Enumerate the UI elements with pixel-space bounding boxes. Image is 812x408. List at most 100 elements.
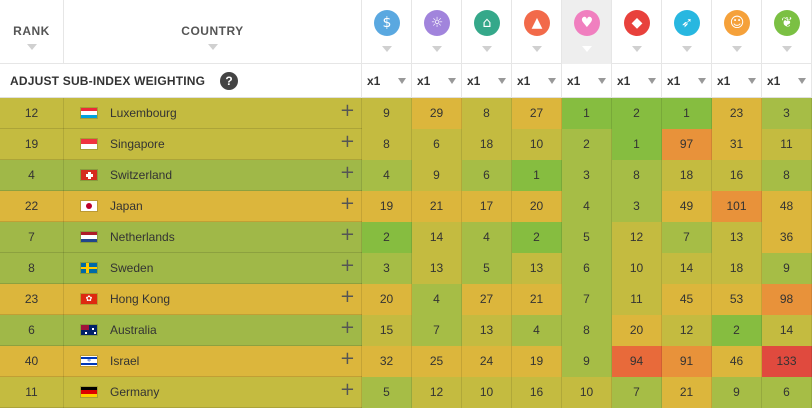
expand-plus-icon[interactable]: + (339, 193, 355, 214)
country-cell: Netherlands + (64, 222, 362, 253)
expand-plus-icon[interactable]: + (339, 100, 355, 121)
lightbulb-icon: ☼ (424, 10, 450, 36)
dropdown-arrow-icon (498, 78, 506, 84)
weight-select-1[interactable]: x1 (362, 64, 412, 98)
sub-index-header-6[interactable]: ◆ (612, 0, 662, 64)
sub-index-value: 8 (362, 129, 412, 160)
country-name: Israel (110, 354, 140, 368)
sub-index-value: 53 (712, 284, 762, 315)
sub-index-value: 36 (762, 222, 812, 253)
weight-select-3[interactable]: x1 (462, 64, 512, 98)
country-cell: Sweden + (64, 253, 362, 284)
sub-index-value: 10 (612, 253, 662, 284)
sub-index-value: 8 (562, 315, 612, 346)
rank-column-header[interactable]: RANK (0, 0, 64, 64)
expand-plus-icon[interactable]: + (339, 348, 355, 369)
shield-icon: ◆ (624, 10, 650, 36)
weight-value: x1 (767, 74, 781, 88)
sub-index-value: 2 (562, 129, 612, 160)
weight-value: x1 (417, 74, 431, 88)
sub-index-header-3[interactable]: ⌂ (462, 0, 512, 64)
sub-index-value: 16 (512, 377, 562, 408)
sort-arrow-icon (382, 46, 392, 52)
sub-index-value: 6 (412, 129, 462, 160)
country-name: Switzerland (110, 168, 173, 182)
expand-plus-icon[interactable]: + (339, 162, 355, 183)
sub-index-value: 6 (762, 377, 812, 408)
flag-switzerland-icon (80, 169, 98, 181)
sub-index-header-1[interactable]: $ (362, 0, 412, 64)
rank-cell: 11 (0, 377, 64, 408)
country-name: Germany (110, 385, 160, 399)
flag-israel-icon: ✡ (80, 355, 98, 367)
sub-index-value: 16 (712, 160, 762, 191)
sort-arrow-icon (532, 46, 542, 52)
table-row: 7 Netherlands +2 14 4 2 5 12 7 13 36 (0, 222, 812, 253)
sub-index-value: 45 (662, 284, 712, 315)
sub-index-value: 3 (562, 160, 612, 191)
rank-cell: 7 (0, 222, 64, 253)
sub-index-value: 9 (562, 346, 612, 377)
weight-select-8[interactable]: x1 (712, 64, 762, 98)
rank-cell: 6 (0, 315, 64, 346)
sub-index-header-5[interactable]: ♥ (562, 0, 612, 64)
sub-index-value: 6 (562, 253, 612, 284)
flag-hongkong-icon: ✿ (80, 293, 98, 305)
rank-cell: 12 (0, 98, 64, 129)
country-name: Luxembourg (110, 106, 177, 120)
weight-select-4[interactable]: x1 (512, 64, 562, 98)
expand-plus-icon[interactable]: + (339, 379, 355, 400)
sub-index-value: 12 (662, 315, 712, 346)
weight-value: x1 (467, 74, 481, 88)
sub-index-value: 14 (662, 253, 712, 284)
table-row: 40 ✡ Israel +32 25 24 19 9 94 91 46 133 (0, 346, 812, 377)
sub-index-value: 19 (362, 191, 412, 222)
sub-index-value: 18 (662, 160, 712, 191)
help-icon[interactable]: ? (220, 72, 238, 90)
weight-select-7[interactable]: x1 (662, 64, 712, 98)
sub-index-value: 10 (462, 377, 512, 408)
weight-select-6[interactable]: x1 (612, 64, 662, 98)
weight-select-9[interactable]: x1 (762, 64, 812, 98)
sub-index-header-7[interactable]: ➶ (662, 0, 712, 64)
weighting-label: ADJUST SUB-INDEX WEIGHTING (10, 74, 206, 88)
sub-index-header-9[interactable]: ❦ (762, 0, 812, 64)
sub-index-value: 1 (612, 129, 662, 160)
flag-netherlands-icon (80, 231, 98, 243)
sub-index-header-2[interactable]: ☼ (412, 0, 462, 64)
weight-value: x1 (517, 74, 531, 88)
sub-index-value: 4 (562, 191, 612, 222)
sub-index-value: 10 (562, 377, 612, 408)
expand-plus-icon[interactable]: + (339, 255, 355, 276)
dropdown-arrow-icon (448, 78, 456, 84)
sub-index-value: 14 (762, 315, 812, 346)
sort-arrow-icon (27, 44, 37, 50)
sub-index-value: 20 (512, 191, 562, 222)
weight-select-5[interactable]: x1 (562, 64, 612, 98)
table-row: 22 Japan +19 21 17 20 4 3 49 101 48 (0, 191, 812, 222)
sub-index-value: 8 (462, 98, 512, 129)
sub-index-header-4[interactable]: ▲ (512, 0, 562, 64)
expand-plus-icon[interactable]: + (339, 224, 355, 245)
sub-index-header-8[interactable]: ☺ (712, 0, 762, 64)
expand-plus-icon[interactable]: + (339, 286, 355, 307)
weight-value: x1 (717, 74, 731, 88)
country-column-header[interactable]: COUNTRY (64, 0, 362, 64)
sort-arrow-icon (482, 46, 492, 52)
sub-index-value: 3 (612, 191, 662, 222)
sub-index-value: 3 (362, 253, 412, 284)
expand-plus-icon[interactable]: + (339, 131, 355, 152)
expand-plus-icon[interactable]: + (339, 317, 355, 338)
table-row: 19 Singapore +8 6 18 10 2 1 97 31 11 (0, 129, 812, 160)
table-row: 6 Australia +15 7 13 4 8 20 12 2 14 (0, 315, 812, 346)
sub-index-value: 29 (412, 98, 462, 129)
sub-index-value: 3 (762, 98, 812, 129)
dropdown-arrow-icon (648, 78, 656, 84)
runner-icon: ➶ (674, 10, 700, 36)
sub-index-value: 12 (412, 377, 462, 408)
weight-select-2[interactable]: x1 (412, 64, 462, 98)
sub-index-value: 49 (662, 191, 712, 222)
country-cell: ✿ Hong Kong + (64, 284, 362, 315)
sub-index-value: 14 (412, 222, 462, 253)
